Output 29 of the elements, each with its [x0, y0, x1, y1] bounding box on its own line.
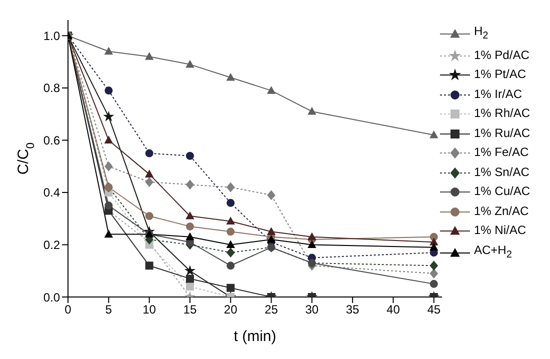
x-tick-label: 20 [224, 302, 238, 317]
y-tick-label: 0.6 [43, 133, 60, 148]
legend-label: AC+H$_{2}$ [474, 242, 512, 262]
y-tick-label: 0.2 [43, 238, 60, 252]
y-tick-label: 1.0 [43, 28, 60, 43]
x-axis-title: t (min) [234, 328, 276, 345]
y-tick-label: 0.4 [43, 186, 60, 200]
legend-label: 1% Fe/AC [474, 144, 529, 162]
x-tick-label: 0 [64, 302, 72, 317]
x-tick-label: 40 [386, 302, 400, 317]
legend-label: 1% Pt/AC [474, 66, 526, 84]
legend-label: 1% Ir/AC [474, 86, 522, 103]
legend-label: 1% Rh/AC [474, 105, 530, 122]
legend-label: 1% Sn/AC [474, 164, 530, 181]
legend-label: 1% Cu/AC [474, 183, 530, 200]
x-tick-label: 30 [305, 302, 319, 317]
x-tick-label: 5 [105, 302, 112, 317]
y-tick-label: 0.8 [43, 81, 60, 96]
y-tick-label: 0.0 [43, 290, 60, 304]
legend-label: 1% Pd/AC [474, 46, 530, 64]
legend-label: 1% Ni/AC [474, 222, 526, 240]
legend-label: H$_{2}$ [474, 23, 488, 44]
x-tick-label: 25 [264, 302, 278, 317]
x-tick-label: 45 [427, 302, 441, 317]
x-tick-label: 35 [346, 302, 360, 317]
x-tick-label: 10 [142, 302, 156, 317]
legend-label: 1% Ru/AC [474, 124, 530, 142]
x-tick-label: 15 [183, 302, 197, 317]
legend-label: 1% Zn/AC [474, 202, 529, 220]
